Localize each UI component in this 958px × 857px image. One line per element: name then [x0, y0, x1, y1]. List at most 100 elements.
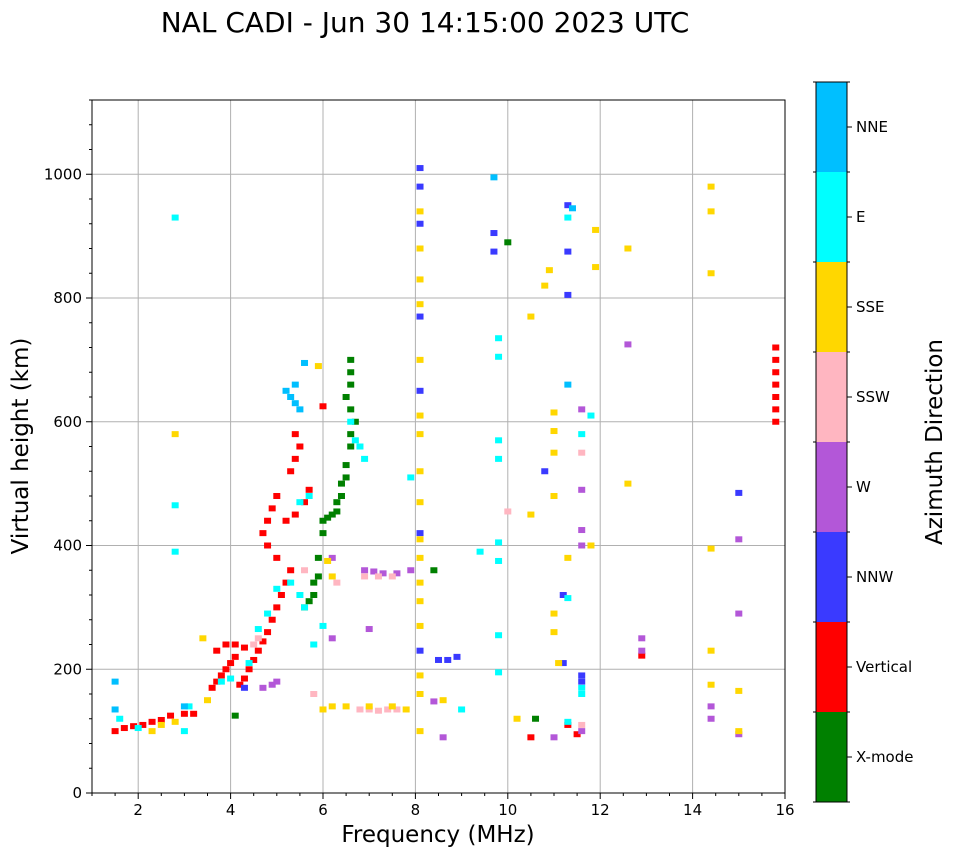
data-point-ssw [393, 706, 401, 713]
data-point-e [458, 706, 466, 713]
data-point-e [301, 604, 309, 611]
data-point-vertical [772, 394, 780, 400]
data-point-nnw [559, 592, 567, 598]
data-point-sse [439, 697, 447, 704]
data-point-nne [180, 703, 188, 710]
data-point-e [587, 412, 595, 419]
data-point-sse [416, 208, 424, 215]
data-point-ssw [374, 573, 382, 580]
data-point-nnw [564, 248, 572, 255]
data-point-nnw [416, 165, 424, 172]
data-point-e [361, 455, 369, 462]
data-point-vertical [120, 725, 128, 732]
data-point-vertical [111, 728, 119, 735]
data-point-ssw [578, 449, 586, 456]
data-point-vertical [301, 499, 309, 506]
data-point-sse [157, 721, 165, 728]
data-point-vertical [638, 652, 646, 659]
data-point-x-mode [314, 573, 322, 580]
data-point-sse [707, 208, 715, 215]
colorbar-label: NNW [856, 568, 893, 586]
data-point-x-mode [337, 493, 345, 499]
data-point-e [495, 353, 503, 360]
data-point-sse [707, 545, 715, 552]
colorbar: X-mode Vertical NNW W SSW SSE E NNE [813, 81, 913, 803]
data-point-e [185, 703, 193, 710]
data-point-sse [402, 706, 410, 713]
data-point-x-mode [347, 356, 355, 363]
data-point-x-mode [310, 579, 318, 586]
data-point-e [171, 214, 179, 221]
data-point-nnw [564, 202, 572, 209]
data-point-vertical [287, 468, 295, 475]
colorbar-swatch [816, 712, 847, 802]
data-point-ssw [310, 691, 318, 697]
data-point-sse [513, 715, 521, 722]
data-point-x-mode [532, 715, 540, 722]
data-point-nnw [490, 230, 498, 237]
data-point-e [495, 335, 503, 342]
data-point-w [365, 626, 373, 633]
data-point-sse [365, 703, 373, 710]
x-tick-label: 12 [591, 801, 610, 819]
data-point-w [578, 527, 586, 534]
data-point-e [171, 502, 179, 509]
data-point-ssw [254, 635, 262, 642]
y-tick-label: 0 [72, 784, 82, 802]
data-point-ssw [384, 706, 392, 713]
data-point-ssw [578, 721, 586, 728]
data-point-ssw [388, 573, 396, 580]
data-point-w [328, 635, 336, 642]
data-point-nnw [416, 183, 424, 190]
data-point-nnw [559, 660, 567, 667]
data-point-x-mode [342, 394, 350, 400]
data-point-w [268, 681, 276, 688]
data-point-sse [416, 691, 424, 697]
data-point-nnw [240, 684, 248, 691]
data-point-vertical [259, 638, 267, 645]
data-point-e [356, 443, 364, 450]
data-point-w [273, 678, 281, 685]
data-point-sse [416, 554, 424, 561]
data-point-nne [291, 381, 299, 388]
data-point-sse [328, 573, 336, 580]
data-point-vertical [264, 629, 272, 636]
data-point-x-mode [347, 381, 355, 388]
data-point-vertical [291, 511, 299, 518]
data-point-x-mode [314, 554, 322, 561]
data-point-e [134, 725, 142, 732]
data-point-vertical [291, 431, 299, 438]
data-point-x-mode [342, 474, 350, 481]
data-points [111, 165, 780, 741]
data-point-vertical [273, 604, 281, 611]
data-point-vertical [305, 486, 313, 493]
data-point-sse [416, 672, 424, 679]
data-point-sse [416, 301, 424, 308]
data-point-sse [416, 598, 424, 605]
data-point-e [287, 579, 295, 586]
data-point-nne [291, 400, 299, 407]
data-point-sse [735, 687, 743, 694]
data-point-vertical [273, 493, 281, 499]
data-point-vertical [231, 641, 239, 648]
data-point-vertical [167, 712, 175, 719]
data-point-x-mode [504, 239, 512, 246]
data-point-nne [564, 381, 572, 388]
data-point-nnw [435, 656, 442, 663]
data-point-nnw [444, 656, 452, 663]
data-point-sse [550, 629, 558, 636]
data-point-sse [550, 409, 558, 416]
data-point-vertical [245, 666, 253, 673]
y-axis-label: Virtual height (km) [8, 338, 34, 555]
data-point-sse [587, 542, 595, 549]
x-tick-label: 6 [318, 801, 328, 819]
data-point-nnw [416, 530, 424, 537]
data-point-vertical [180, 710, 188, 717]
data-point-vertical [772, 369, 780, 376]
data-point-x-mode [328, 511, 336, 518]
data-point-nne [296, 406, 304, 413]
data-point-vertical [564, 721, 572, 728]
data-point-vertical [772, 406, 780, 413]
data-point-sse [171, 431, 179, 438]
